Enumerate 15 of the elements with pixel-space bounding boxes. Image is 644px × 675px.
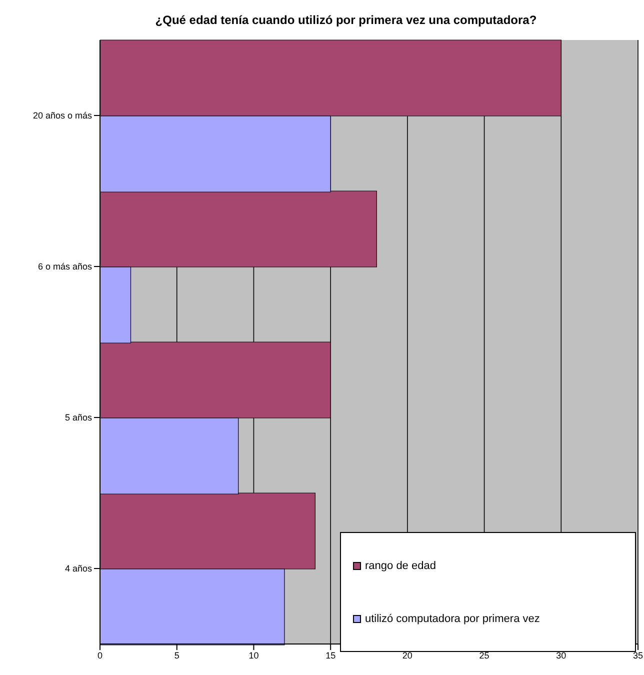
y-tick-label: 20 años o más — [32, 110, 92, 121]
x-tick-label: 15 — [326, 650, 336, 660]
chart-title: ¿Qué edad tenía cuando utilizó por primera vez una computadora? — [154, 12, 538, 29]
x-tick-label: 20 — [402, 650, 412, 660]
x-tick-label: 10 — [248, 650, 259, 660]
y-tick-label: 4 años — [64, 564, 92, 574]
x-tick-label: 30 — [556, 650, 566, 660]
x-tick-label: 25 — [479, 650, 490, 660]
legend-label: rango de edad — [365, 560, 436, 572]
y-tick-label: 5 años — [64, 412, 92, 423]
x-tick-label: 0 — [97, 650, 103, 660]
x-tick-label: 35 — [632, 650, 644, 660]
legend-label: utilizó computadora por primera vez — [365, 612, 540, 624]
y-tick-label: 6 o más años — [38, 262, 92, 272]
x-tick-label: 5 — [174, 650, 180, 660]
